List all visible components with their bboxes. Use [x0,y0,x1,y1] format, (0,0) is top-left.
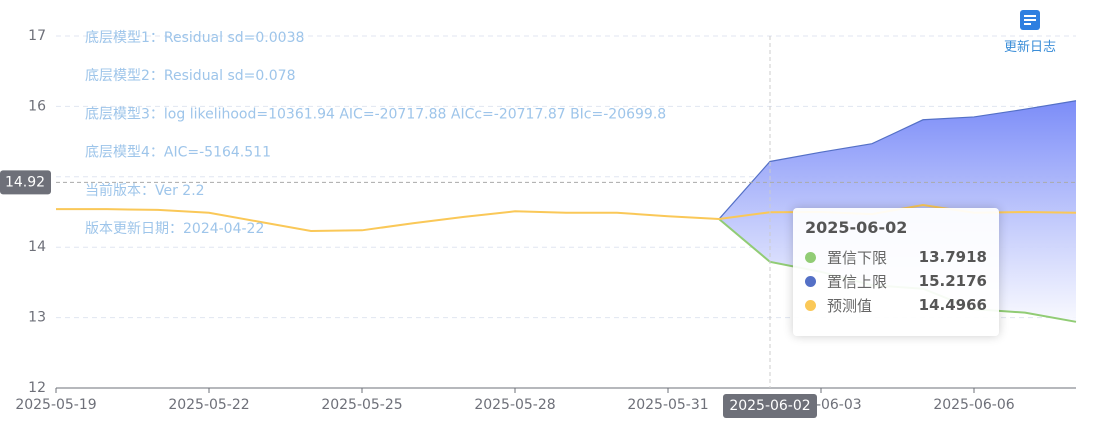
y-tick-label: 12 [28,380,46,396]
y-tick-label: 14 [28,239,46,255]
series-line [718,100,1077,220]
x-tick-label: 2025-05-19 [15,397,96,413]
tooltip-value: 15.2176 [918,272,987,290]
annotation: 底层模型4：AIC=-5164.511 [85,145,271,161]
annotation: 底层模型3：log likelihood=10361.94 AIC=-20717… [85,106,666,122]
tooltip-value: 13.7918 [918,248,987,266]
legend-label: 置信下限 [826,248,887,267]
annotation: 当前版本：Ver 2.2 [85,182,205,199]
y-tick-label: 13 [28,310,46,326]
tooltip-row: 置信上限 15.2176 [805,269,987,293]
changelog-button[interactable]: 更新日志 [998,8,1062,55]
tooltip-value: 14.4966 [918,296,987,314]
legend-dot [805,251,816,263]
tooltip-date: 2025-06-02 [805,218,908,237]
pointer-y-box [0,170,51,195]
annotation: 底层模型1：Residual sd=0.0038 [85,30,304,46]
tooltip-row: 预测值 14.4966 [805,293,987,317]
changelog-label: 更新日志 [1003,40,1056,55]
x-tick-label: 2025-06-06 [933,397,1014,413]
legend-dot [805,275,816,287]
annotation: 版本更新日期：2024-04-22 [85,221,264,237]
legend-label: 预测值 [826,296,872,315]
tooltip: 2025-06-02 置信下限 13.7918 置信上限 15.2176 预测值 14.4… [793,208,999,336]
x-tick-label: 2025-05-31 [627,397,708,413]
changelog-icon [1020,10,1040,30]
annotation: 底层模型2：Residual sd=0.078 [85,68,295,84]
pointer-x-box [723,394,817,418]
x-tick-label: 2025-05-22 [168,397,249,413]
legend-dot [805,299,816,311]
y-tick-label: 16 [28,98,46,114]
pointer-x-label: 2025-06-02 [729,398,810,414]
legend-label: 置信上限 [826,272,887,291]
x-tick-label: 2025-05-25 [321,397,402,413]
y-tick-label: 17 [28,28,46,44]
tooltip-row: 置信下限 13.7918 [805,245,987,269]
pointer-y-label: 14.92 [5,174,45,190]
x-tick-label: 2025-05-28 [474,397,555,413]
